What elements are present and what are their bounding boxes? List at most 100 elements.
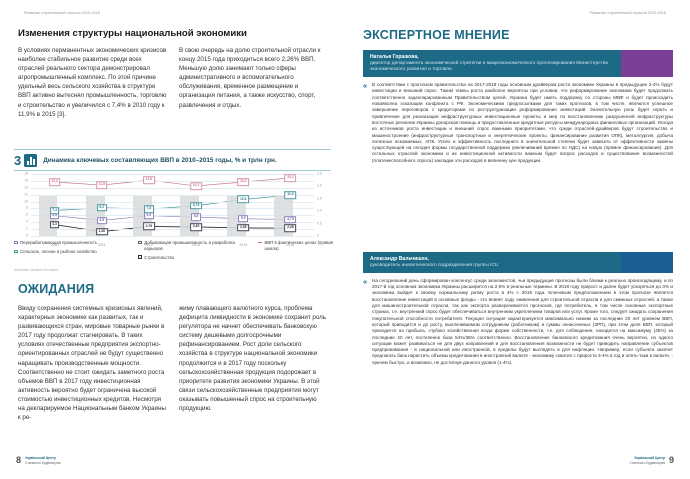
chart-data-label: 8,2 bbox=[96, 203, 107, 212]
chart-data-label: 5,9 bbox=[143, 211, 154, 220]
chart-gridline bbox=[31, 229, 314, 231]
chart-gridline bbox=[31, 236, 314, 237]
y-axis-tick-right: 2,0 bbox=[317, 183, 322, 188]
legend-label: Сельское, лесное и рыбное хозяйство bbox=[20, 249, 97, 255]
legend-column-3: ВВП в фактических ценах (правая шкала) bbox=[258, 240, 334, 260]
expectations-column-2: жиму плавающего валютного курса, проблем… bbox=[179, 304, 329, 422]
chart-data-label: 12,6 bbox=[143, 176, 155, 184]
chart-data-label: 4,79 bbox=[284, 215, 297, 224]
chart-data-label: 8,79 bbox=[190, 201, 202, 210]
right-page: Развитие строительной отрасли 2010-2016 … bbox=[345, 0, 690, 479]
chart-gridline bbox=[31, 208, 314, 210]
expert-quote-text: В соответствии с прогнозом правительства… bbox=[372, 82, 673, 163]
footer-left: 8 Український Центр Стального Будівництв… bbox=[16, 456, 61, 465]
footer-right: 9 Український Центр Стального Будівництв… bbox=[629, 456, 674, 465]
expectations-heading: ОЖИДАНИЯ bbox=[18, 282, 95, 296]
publisher-logo: Український Центр Стального Будівництва bbox=[629, 456, 665, 465]
y-axis-tick-left: 14 bbox=[24, 185, 28, 190]
chart-data-label: 2,26 bbox=[284, 224, 297, 232]
chart-data-label: 1,26 bbox=[95, 227, 108, 236]
x-axis-tick: 2015 bbox=[286, 242, 295, 247]
chart-data-label: 11,9 bbox=[284, 191, 297, 199]
chart-data-label: 5,5 bbox=[191, 213, 202, 221]
chart-series-svg bbox=[54, 177, 291, 233]
chart-data-label: 12,2 bbox=[48, 178, 61, 186]
chart-data-label: 13,1 bbox=[284, 174, 297, 182]
y-axis-tick-left: 2 bbox=[26, 226, 28, 231]
legend-label: ВВП в фактических ценах (правая шкала) bbox=[264, 240, 334, 251]
chart-rule-bottom bbox=[14, 170, 331, 171]
y-axis-tick-left: 10 bbox=[24, 198, 28, 203]
expert-quote-text: На сегодняшний день сформирован консенсу… bbox=[372, 277, 673, 365]
expectations-paragraph: Ввиду сохранения системных кризисных явл… bbox=[18, 305, 166, 422]
y-axis-tick-left: 8 bbox=[26, 205, 28, 210]
chart-source: Источник: данные Госстата bbox=[14, 268, 58, 272]
chart-data-label: 2,76 bbox=[143, 222, 155, 231]
legend-marker-icon bbox=[138, 255, 142, 260]
left-page: Развитие строительной отрасли 2010-2016 … bbox=[14, 11, 334, 465]
article-body-columns: В условиях перманентных экономических кр… bbox=[18, 46, 330, 119]
figure-number: 3 bbox=[14, 153, 22, 168]
legend-label: Перерабатывающая промышленность bbox=[20, 240, 98, 245]
y-axis-tick-right: 1,5 bbox=[317, 196, 322, 201]
running-head-right: Развитие строительной отрасли 2010-2016 bbox=[590, 11, 666, 15]
chart-data-label: 3,3 bbox=[49, 220, 60, 229]
article-paragraph: В условиях перманентных экономических кр… bbox=[18, 47, 167, 118]
article-paragraph: В свою очередь на долю строительной отра… bbox=[179, 47, 321, 109]
y-axis-tick-left: 18 bbox=[24, 171, 28, 176]
expert-role: директор департамента экономической стра… bbox=[370, 60, 608, 72]
chart-header: 3 Динамика ключевых составляющих ВВП в 2… bbox=[14, 154, 331, 167]
chart-data-label: 11,5 bbox=[95, 181, 108, 189]
expectations-paragraph: жиму плавающего валютного курса, проблем… bbox=[179, 305, 327, 413]
chart-data-label: 2,62 bbox=[190, 223, 202, 231]
expert-color-swatch bbox=[621, 252, 673, 273]
expert-quote-1: « В соответствии с прогнозом правительст… bbox=[363, 82, 673, 164]
expert-block-2: Александр Вальчишен, руководитель аналит… bbox=[363, 252, 673, 366]
bar-chart-icon bbox=[24, 154, 38, 167]
chart-gridline bbox=[31, 194, 314, 196]
chart-data-label: 2,35 bbox=[237, 224, 250, 232]
expert-color-swatch bbox=[621, 50, 673, 78]
chart-gridline bbox=[31, 180, 314, 182]
expert-role: руководитель аналитического подразделени… bbox=[370, 262, 499, 268]
chart-series-line bbox=[54, 177, 291, 187]
chart-data-label: 12,2 bbox=[237, 178, 250, 186]
expert-block-1: Наталья Горшкова, директор департамента … bbox=[363, 50, 673, 164]
legend-column-1: Перерабатывающая промышленность Сельское… bbox=[14, 240, 132, 260]
publisher-line-2: Стального Будівництва bbox=[25, 460, 61, 465]
x-axis-tick: 2013 bbox=[192, 242, 200, 247]
x-axis-tick: 2014 bbox=[239, 242, 248, 247]
chart-gridline bbox=[31, 187, 314, 189]
chart-rule-top bbox=[14, 149, 331, 150]
chart-title: Динамика ключевых составляющих ВВП в 201… bbox=[43, 157, 277, 164]
expert-name-bar: Александр Вальчишен, руководитель аналит… bbox=[363, 252, 673, 273]
chart-gridline bbox=[31, 215, 314, 217]
chart-plot-area: 0 2 4 6 8 10 12 14 16 18 0 0,5 1,0 1,5 2,0 2,5 2010 2011 2… bbox=[14, 171, 331, 248]
legend-item: ВВП в фактических ценах (правая шкала) bbox=[258, 240, 334, 251]
chart-data-label: 7,4 bbox=[49, 206, 60, 215]
quote-mark-icon: « bbox=[363, 277, 368, 287]
y-axis-tick-right: 1,0 bbox=[317, 208, 322, 213]
chart-gridline bbox=[31, 222, 314, 224]
expert-name: Александр Вальчишен, bbox=[370, 256, 429, 262]
legend-item: Строительство bbox=[138, 255, 252, 261]
publisher-line-1: Український Центр bbox=[634, 456, 665, 461]
legend-marker-icon bbox=[14, 240, 18, 245]
expert-quote-2: « На сегодняшний день сформирован консен… bbox=[363, 278, 673, 366]
article-column-1: В условиях перманентных экономических кр… bbox=[18, 46, 168, 119]
expectations-columns: Ввиду сохранения системных кризисных явл… bbox=[18, 304, 330, 422]
publisher-logo: Український Центр Стального Будівництва bbox=[25, 456, 61, 465]
chart-figure: 3 Динамика ключевых составляющих ВВП в 2… bbox=[14, 146, 331, 171]
x-axis-tick: 2010 bbox=[50, 242, 59, 247]
chart-data-label: 5,0 bbox=[238, 214, 249, 223]
quote-mark-icon: « bbox=[363, 81, 368, 91]
legend-item: Перерабатывающая промышленность bbox=[14, 240, 132, 246]
legend-marker-icon bbox=[14, 249, 18, 254]
y-axis-tick-right: 0 bbox=[317, 233, 319, 238]
chart-data-label: 4,5 bbox=[96, 216, 107, 225]
expert-name: Наталья Горшкова, bbox=[370, 54, 419, 60]
chart-canvas: 0 2 4 6 8 10 12 14 16 18 0 0,5 1,0 1,5 2,0 2,5 2010 2011 2… bbox=[24, 171, 322, 246]
chart-data-label: 11,3 bbox=[190, 182, 202, 190]
y-axis-tick-left: 0 bbox=[26, 233, 28, 238]
